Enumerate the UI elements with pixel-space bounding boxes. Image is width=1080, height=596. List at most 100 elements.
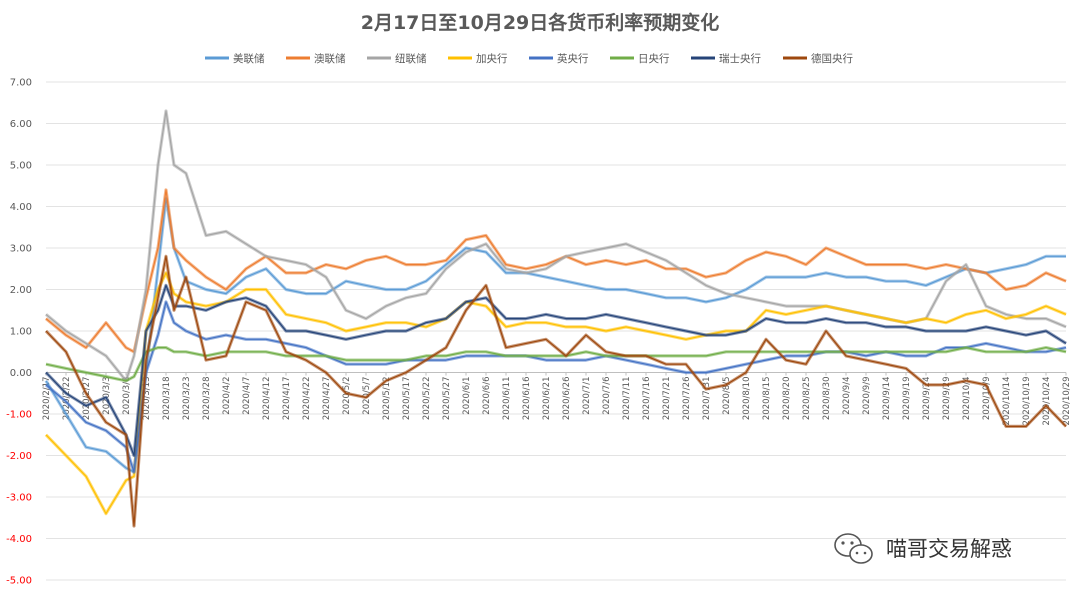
series-line-core xyxy=(45,347,1067,382)
x-tick-label: 2020/7/31 xyxy=(702,377,712,421)
x-tick-label: 2020/6/1 xyxy=(462,377,472,415)
y-axis: -5.00 -4.00 -3.00 -2.00 -1.00 0.00 1.00 2.00 3.0… xyxy=(6,78,32,587)
x-tick-label: 2020/5/17 xyxy=(402,377,412,421)
series-line-core xyxy=(45,272,1067,515)
legend-item-6: 日央行 xyxy=(610,52,670,65)
x-tick-label: 2020/7/16 xyxy=(642,377,652,421)
series-line-3 xyxy=(44,109,1067,383)
y-tick-label: 4.00 xyxy=(10,202,32,213)
series-line-halo xyxy=(44,109,1067,383)
legend-item-1: 美联储 xyxy=(205,52,265,65)
legend-item-5: 英央行 xyxy=(529,52,589,65)
x-tick-label: 2020/8/20 xyxy=(782,377,792,421)
legend: 美联储 澳联储 纽联储 加央行 英央行 日央行 瑞士央行 德国央行 xyxy=(205,52,853,65)
x-tick-label: 2020/10/4 xyxy=(962,377,972,421)
series-lines xyxy=(44,109,1068,528)
y-tick-label: 6.00 xyxy=(10,119,32,130)
series-line-halo xyxy=(44,283,1067,458)
legend-label: 澳联储 xyxy=(314,52,346,65)
x-tick-label: 2020/7/21 xyxy=(662,377,672,421)
x-tick-label: 2020/4/7 xyxy=(242,377,252,415)
legend-label: 德国央行 xyxy=(811,52,853,65)
series-line-7 xyxy=(44,283,1067,458)
x-tick-label: 2020/8/10 xyxy=(742,377,752,421)
x-tick-label: 2020/4/2 xyxy=(222,377,232,415)
x-tick-label: 2020/6/26 xyxy=(562,377,572,421)
legend-label: 美联储 xyxy=(233,52,265,65)
x-tick-label: 2020/10/24 xyxy=(1042,377,1052,426)
x-tick-label: 2020/5/2 xyxy=(342,377,352,415)
x-tick-label: 2020/4/27 xyxy=(322,377,332,421)
x-tick-label: 2020/3/13 xyxy=(142,377,152,421)
x-tick-label: 2020/10/9 xyxy=(982,377,992,421)
legend-label: 加央行 xyxy=(476,52,508,65)
legend-label: 英央行 xyxy=(557,52,589,65)
y-tick-label: -1.00 xyxy=(6,410,32,421)
legend-label: 纽联储 xyxy=(395,52,427,65)
x-tick-label: 2020/10/29 xyxy=(1062,377,1072,426)
y-tick-label: 3.00 xyxy=(10,244,32,255)
watermark-text: 喵哥交易解惑 xyxy=(886,537,1012,561)
x-tick-label: 2020/3/23 xyxy=(182,377,192,421)
wechat-icon xyxy=(834,533,873,564)
x-tick-label: 2020/4/12 xyxy=(262,377,272,421)
y-tick-label: 5.00 xyxy=(10,161,32,172)
gridlines xyxy=(46,81,1066,581)
chart-title: 2月17日至10月29日各货币利率预期变化 xyxy=(361,11,720,34)
x-tick-label: 2020/3/8 xyxy=(122,377,132,415)
x-tick-label: 2020/4/17 xyxy=(282,377,292,421)
y-tick-label: 7.00 xyxy=(10,78,32,89)
x-tick-label: 2020/5/27 xyxy=(442,377,452,421)
x-tick-label: 2020/7/26 xyxy=(682,377,692,421)
y-tick-label: -4.00 xyxy=(6,534,32,545)
y-tick-label: -3.00 xyxy=(6,493,32,504)
x-tick-label: 2020/2/17 xyxy=(42,377,52,421)
x-tick-label: 2020/3/28 xyxy=(202,377,212,421)
x-tick-label: 2020/3/18 xyxy=(162,377,172,421)
x-tick-label: 2020/6/21 xyxy=(542,377,552,421)
series-line-core xyxy=(45,110,1067,382)
x-tick-label: 2020/7/11 xyxy=(622,377,632,421)
y-tick-label: 2.00 xyxy=(10,285,32,296)
x-tick-label: 2020/9/9 xyxy=(862,377,872,415)
y-tick-label: -2.00 xyxy=(6,451,32,462)
x-tick-label: 2020/9/19 xyxy=(902,377,912,421)
x-tick-label: 2020/9/14 xyxy=(882,377,892,421)
series-line-core xyxy=(45,255,1067,527)
x-tick-label: 2020/2/22 xyxy=(62,377,72,421)
x-tick-label: 2020/10/14 xyxy=(1002,377,1012,426)
x-tick-label: 2020/7/1 xyxy=(582,377,592,415)
series-line-8 xyxy=(44,254,1068,528)
x-tick-label: 2020/8/15 xyxy=(762,377,772,421)
x-tick-label: 2020/5/12 xyxy=(382,377,392,421)
x-tick-label: 2020/5/22 xyxy=(422,377,432,421)
x-tick-label: 2020/9/29 xyxy=(942,377,952,421)
legend-item-4: 加央行 xyxy=(448,52,508,65)
series-line-2 xyxy=(44,188,1067,354)
x-tick-label: 2020/6/11 xyxy=(502,377,512,421)
legend-item-8: 德国央行 xyxy=(783,52,853,65)
watermark: 喵哥交易解惑 xyxy=(834,533,1012,564)
series-line-core xyxy=(45,284,1067,457)
series-line-core xyxy=(45,189,1067,353)
legend-label: 日央行 xyxy=(638,52,670,65)
x-tick-label: 2020/10/19 xyxy=(1022,377,1032,426)
x-tick-label: 2020/6/16 xyxy=(522,377,532,421)
x-tick-label: 2020/8/5 xyxy=(722,377,732,415)
x-tick-label: 2020/8/30 xyxy=(822,377,832,421)
x-tick-label: 2020/6/6 xyxy=(482,377,492,415)
x-tick-label: 2020/7/6 xyxy=(602,377,612,415)
x-tick-label: 2020/8/25 xyxy=(802,377,812,421)
legend-item-2: 澳联储 xyxy=(286,52,346,65)
x-tick-label: 2020/9/24 xyxy=(922,377,932,421)
y-tick-label: -5.00 xyxy=(6,576,32,587)
y-tick-label: 0.00 xyxy=(10,368,32,379)
legend-label: 瑞士央行 xyxy=(719,52,761,65)
series-line-6 xyxy=(45,346,1067,383)
x-tick-label: 2020/9/4 xyxy=(842,377,852,415)
x-axis: 2020/2/17 2020/2/22 2020/2/27 2020/3/3 2020/… xyxy=(42,372,1072,426)
x-tick-label: 2020/3/3 xyxy=(102,377,112,415)
series-line-halo xyxy=(44,254,1068,528)
series-line-4 xyxy=(44,271,1067,516)
